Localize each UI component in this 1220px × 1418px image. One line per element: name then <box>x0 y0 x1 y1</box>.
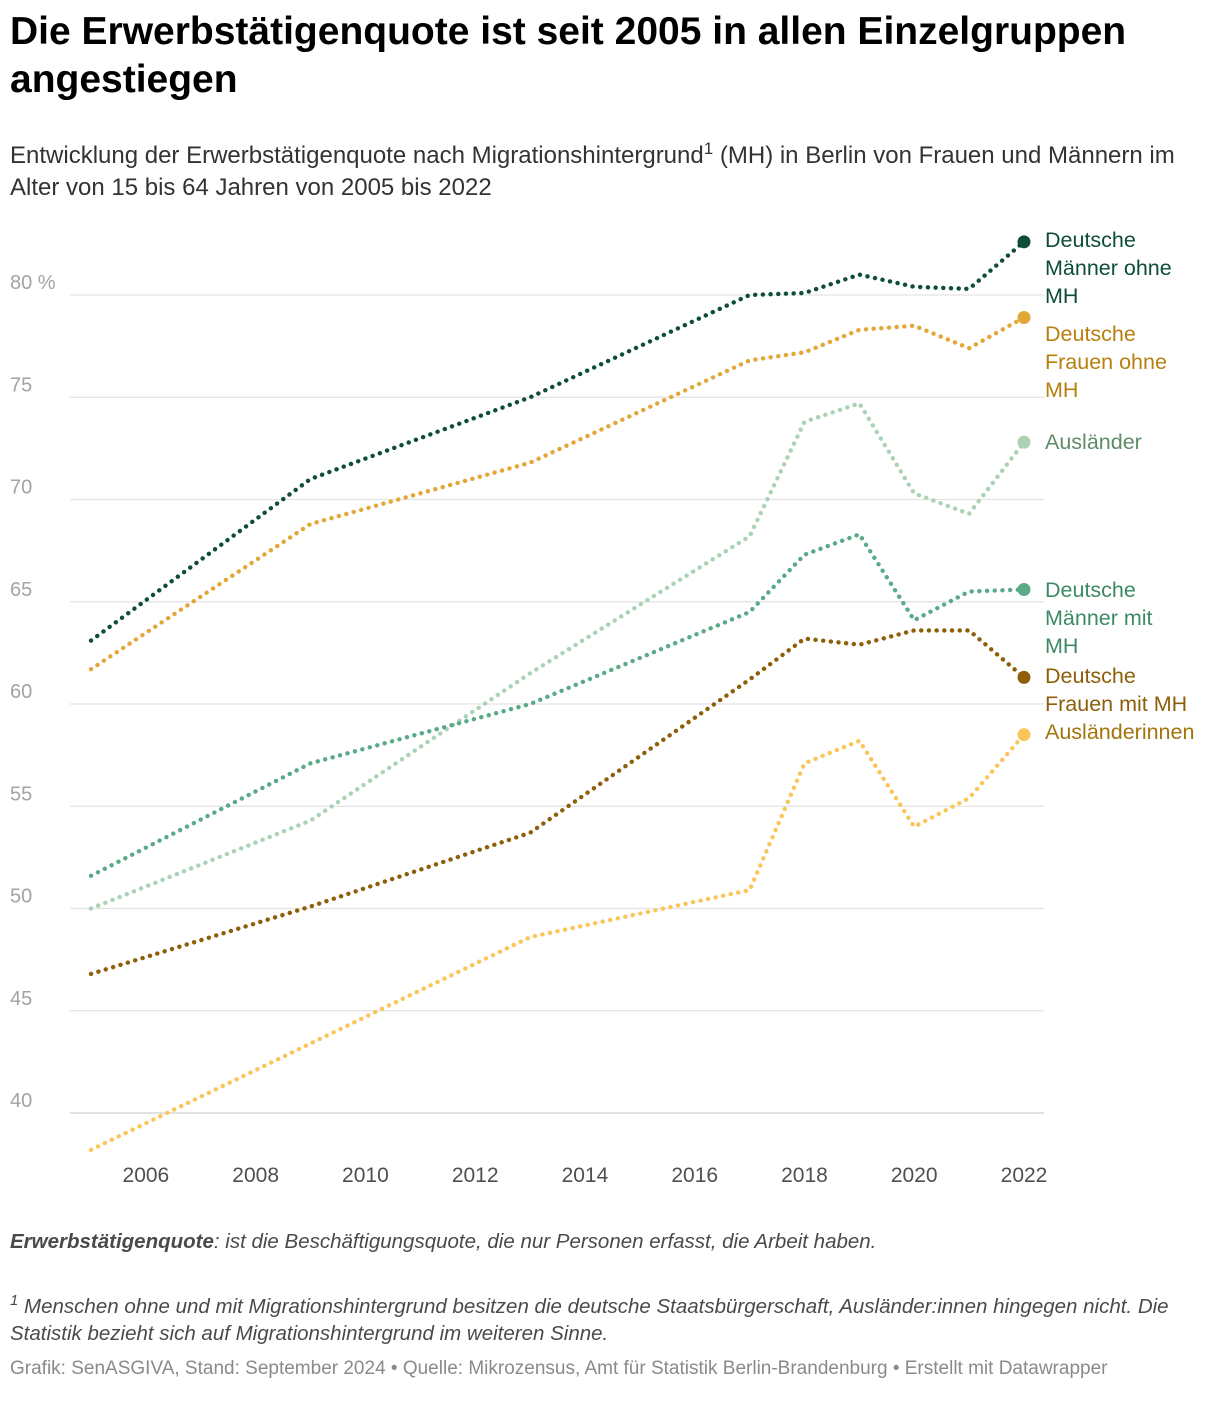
y-tick-label-50: 50 <box>10 886 32 908</box>
definition-term: Erwerbstätigenquote <box>10 1230 214 1253</box>
series-label-auslaender: Ausländer <box>1045 430 1142 454</box>
x-tick-label-2014: 2014 <box>562 1164 609 1187</box>
series-line-deutsche-frauen-mit-mh <box>88 628 1027 977</box>
y-tick-label-60: 60 <box>10 681 32 703</box>
definition-text: : ist die Beschäftigungsquote, die nur P… <box>213 1230 877 1253</box>
series-label-deutsche-frauen-mit-mh: Frauen mit MH <box>1045 692 1187 716</box>
subtitle-text: Entwicklung der Erwerbstätigenquote nach… <box>10 142 704 169</box>
x-tick-label-2022: 2022 <box>1001 1164 1048 1187</box>
end-point-auslaender <box>1017 435 1031 449</box>
series-end-points <box>1017 235 1031 742</box>
chart-title: Die Erwerbstätigenquote ist seit 2005 in… <box>10 10 1127 101</box>
y-tick-label-45: 45 <box>10 988 32 1010</box>
series-line-deutsche-frauen-ohne-mh <box>88 315 1027 672</box>
series-line-deutsche-maenner-mit-mh <box>88 532 1027 878</box>
x-tick-label-2012: 2012 <box>452 1164 499 1187</box>
end-point-deutsche-maenner-mit-mh <box>1017 582 1031 596</box>
series-label-deutsche-maenner-ohne-mh: Männer ohne <box>1045 256 1172 280</box>
x-tick-label-2020: 2020 <box>891 1164 938 1187</box>
series-labels: Deutsche Männer ohne MH Deutsche Frauen ohne… <box>1045 228 1194 744</box>
series-label-deutsche-frauen-ohne-mh: Frauen ohne <box>1045 350 1167 374</box>
chart-subtitle: Entwicklung der Erwerbstätigenquote nach… <box>10 140 1210 204</box>
series-lines <box>88 239 1027 1152</box>
y-tick-label-70: 70 <box>10 477 32 499</box>
series-label-deutsche-frauen-ohne-mh: MH <box>1045 378 1078 402</box>
x-axis-tick-labels: 2006 2008 2010 2012 2014 2016 2018 2020 2022 <box>123 1164 1048 1187</box>
end-point-auslaenderinnen <box>1017 728 1031 742</box>
subtitle-text-continued: (MH) in Berlin von Frauen und Männern im… <box>10 142 1175 201</box>
series-line-auslaender <box>88 401 1027 911</box>
x-tick-label-2018: 2018 <box>781 1164 828 1187</box>
footnote-number: 1 <box>10 1292 19 1309</box>
series-label-deutsche-maenner-mit-mh: MH <box>1045 634 1078 658</box>
y-tick-label-65: 65 <box>10 579 32 601</box>
x-tick-label-2008: 2008 <box>232 1164 279 1187</box>
end-point-deutsche-frauen-mit-mh <box>1017 670 1031 684</box>
series-label-deutsche-frauen-mit-mh: Deutsche <box>1045 664 1136 688</box>
series-label-deutsche-maenner-ohne-mh: MH <box>1045 284 1078 308</box>
x-tick-label-2016: 2016 <box>671 1164 718 1187</box>
source-credit: Grafik: SenASGIVA, Stand: September 2024… <box>10 1358 1108 1379</box>
series-label-deutsche-frauen-ohne-mh: Deutsche <box>1045 322 1136 346</box>
footnote-marker: 1 <box>703 139 714 158</box>
definition-note: Erwerbstätigenquote: ist die Beschäftigu… <box>10 1228 1210 1255</box>
end-point-deutsche-maenner-ohne-mh <box>1017 235 1031 249</box>
series-line-auslaenderinnen <box>88 732 1027 1152</box>
series-label-deutsche-maenner-mit-mh: Männer mit <box>1045 606 1153 630</box>
y-tick-label-80: 80 % <box>10 272 56 294</box>
x-tick-label-2010: 2010 <box>342 1164 389 1187</box>
y-axis-tick-labels: 80 % 75 70 65 60 55 50 45 40 <box>10 272 56 1112</box>
gridlines <box>70 294 1044 1114</box>
y-tick-label-40: 40 <box>10 1090 32 1112</box>
series-line-deutsche-maenner-ohne-mh <box>88 239 1027 643</box>
series-label-deutsche-maenner-mit-mh: Deutsche <box>1045 578 1136 602</box>
footnote-text: Menschen ohne und mit Migrationshintergr… <box>10 1294 1169 1345</box>
y-tick-label-55: 55 <box>10 783 32 805</box>
line-chart: 80 % 75 70 65 60 55 50 45 40 2006 2008 2010 2012 201… <box>10 228 1194 1187</box>
y-tick-label-75: 75 <box>10 374 32 396</box>
end-point-deutsche-frauen-ohne-mh <box>1017 310 1031 324</box>
footnote: 1 Menschen ohne und mit Migrationshinter… <box>10 1287 1210 1347</box>
series-label-auslaenderinnen: Ausländerinnen <box>1045 720 1194 744</box>
series-label-deutsche-maenner-ohne-mh: Deutsche <box>1045 228 1136 252</box>
x-tick-label-2006: 2006 <box>123 1164 170 1187</box>
